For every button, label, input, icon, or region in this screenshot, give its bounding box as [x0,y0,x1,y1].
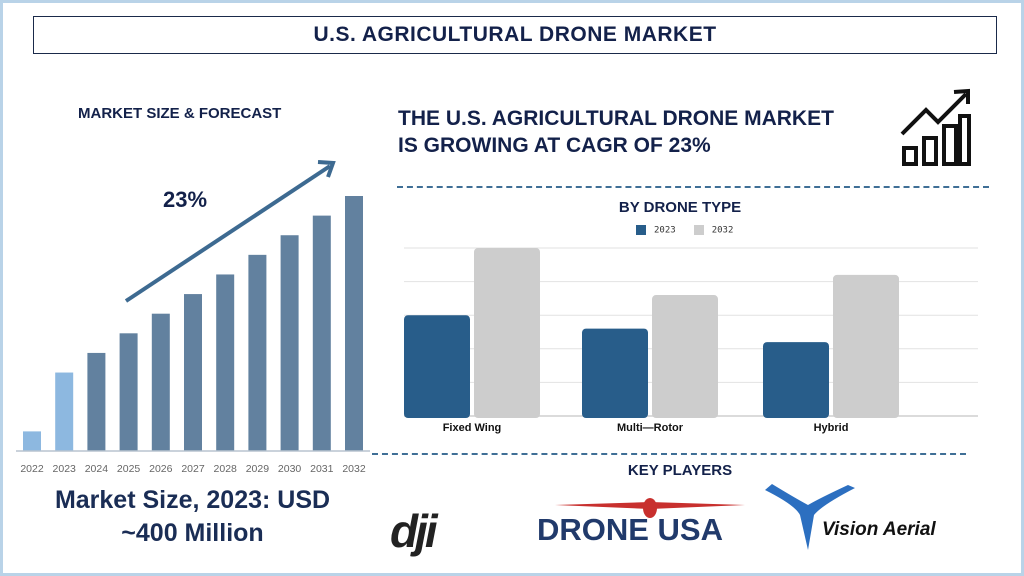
market-size-heading: MARKET SIZE & FORECAST [78,105,282,122]
bar-2028 [216,274,235,451]
x-tick-label: 2031 [310,463,334,475]
growth-arrow [124,164,332,303]
page-title: U.S. AGRICULTURAL DRONE MARKET [33,16,997,54]
bar-2031 [312,215,331,451]
bar-2023 [55,372,74,451]
headline-line2: IS GROWING AT CAGR OF 23% [398,134,711,157]
chart-legend: 2023 2032 [636,225,733,236]
bar-Fixed Wing-2032 [474,248,540,418]
x-tick-label: 2028 [214,463,238,475]
svg-text:Vision Aerial: Vision Aerial [822,519,936,540]
svg-text:DRONE USA: DRONE USA [537,512,723,547]
cagr-label: 23% [163,187,207,212]
bar-2024 [87,352,106,451]
market-size-line2: ~400 Million [121,519,264,547]
legend-item-2032: 2032 [693,225,733,236]
market-size-line1: Market Size, 2023: USD [54,486,331,514]
bar-Multi—Rotor-2032 [652,295,718,418]
bar-Multi—Rotor-2023 [582,328,648,418]
bar-2032 [345,196,363,451]
dji-logo: dji [390,505,442,557]
drone-type-chart: Fixed Wing Multi—Rotor Hybrid [404,247,978,434]
key-players-heading: KEY PLAYERS [627,462,733,479]
divider [397,186,989,188]
bar-2029 [248,254,267,451]
category-label: Multi—Rotor [617,422,684,434]
x-tick-label: 2024 [85,463,109,475]
x-tick-label: 2029 [246,463,270,475]
x-tick-label: 2023 [53,463,77,475]
bar-Fixed Wing-2023 [404,315,470,418]
headline-line1: THE U.S. AGRICULTURAL DRONE MARKET [398,107,834,130]
category-label: Fixed Wing [443,422,502,434]
market-size-chart: 2022 2023 2024 2025 2026 2027 2028 2029 2030 2031… [16,160,370,475]
category-label: Hybrid [814,422,849,434]
vision-aerial-logo: Vision Aerial [765,484,936,550]
bar-2025 [119,333,138,451]
legend-item-2023: 2023 [636,225,676,236]
bar-2027 [184,294,202,451]
bar-Hybrid-2023 [763,342,829,418]
bar-2030 [280,235,299,451]
bar-2022 [23,431,41,451]
x-tick-label: 2032 [342,463,366,475]
drone-usa-logo: DRONE USA [537,498,745,547]
drone-type-heading: BY DRONE TYPE [618,199,742,216]
svg-text:dji: dji [390,505,439,557]
x-tick-label: 2030 [278,463,302,475]
divider [372,453,966,455]
x-tick-label: 2027 [181,463,205,475]
x-tick-label: 2026 [149,463,173,475]
x-tick-label: 2025 [117,463,141,475]
growth-chart-icon [900,88,971,166]
x-tick-label: 2022 [20,463,44,475]
market-size-text: Market Size, 2023: USD ~400 Million [0,484,385,550]
growth-arrow-head [317,160,336,178]
bar-2026 [151,313,170,451]
bar-Hybrid-2032 [833,274,899,418]
cagr-headline: THE U.S. AGRICULTURAL DRONE MARKET IS GR… [398,105,834,159]
